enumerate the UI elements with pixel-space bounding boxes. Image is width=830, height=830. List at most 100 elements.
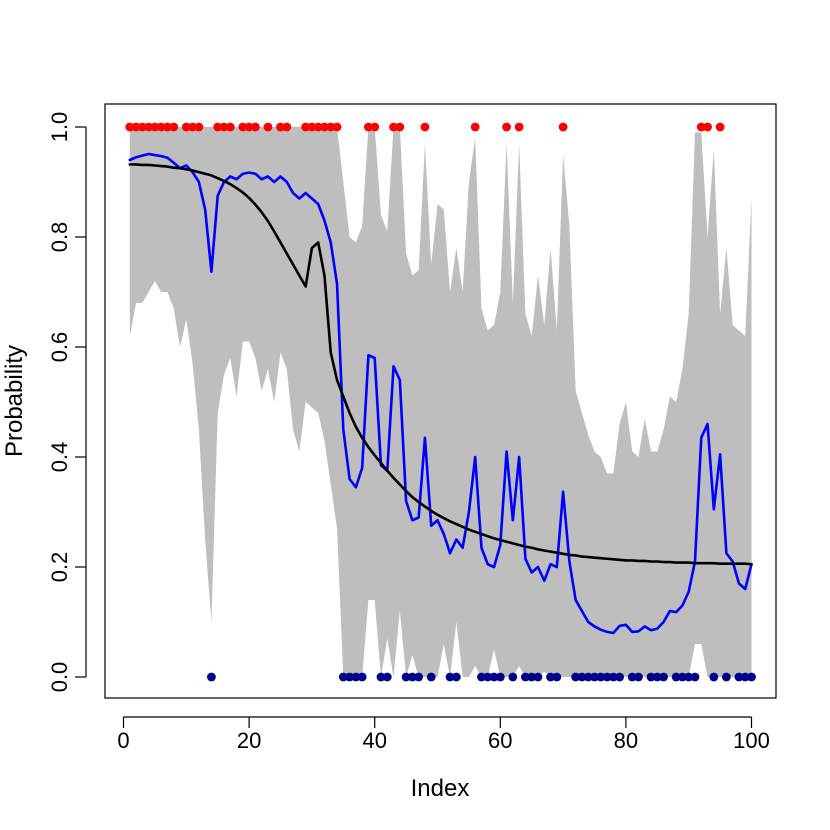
navy-point <box>747 672 756 682</box>
red-point <box>470 122 480 132</box>
navy-point <box>671 672 681 682</box>
red-point <box>150 122 160 132</box>
navy-point <box>351 672 361 682</box>
navy-point <box>583 672 593 682</box>
red-point <box>263 122 273 132</box>
navy-point <box>533 672 543 682</box>
y-tick-label: 0.6 <box>47 332 72 363</box>
navy-point <box>376 672 386 682</box>
red-point <box>307 122 317 132</box>
navy-point <box>590 672 599 682</box>
red-point <box>703 122 712 132</box>
red-point <box>169 122 179 132</box>
red-point <box>395 122 405 132</box>
red-point <box>250 122 260 132</box>
y-axis: 0.0 0.2 0.4 0.6 0.8 1.0 <box>47 112 87 693</box>
x-tick-label: 80 <box>614 728 638 753</box>
red-point <box>131 122 141 132</box>
navy-point <box>445 672 455 682</box>
band-area <box>129 127 752 677</box>
navy-point <box>357 672 367 682</box>
red-point <box>420 122 430 132</box>
navy-point <box>495 672 505 682</box>
navy-point <box>602 672 612 682</box>
navy-point <box>734 672 744 682</box>
navy-point <box>483 672 493 682</box>
navy-point <box>477 672 486 682</box>
red-point <box>156 122 166 132</box>
navy-point <box>521 672 530 682</box>
navy-point <box>634 672 643 682</box>
red-point <box>244 122 254 132</box>
red-point <box>326 122 336 132</box>
red-point <box>125 122 135 132</box>
navy-point <box>527 672 537 682</box>
x-tick-label: 0 <box>117 728 129 753</box>
red-point <box>181 122 191 132</box>
navy-point <box>382 672 392 682</box>
red-point <box>715 122 725 132</box>
plot-frame <box>104 103 777 699</box>
navy-point <box>345 672 354 682</box>
red-point <box>137 122 147 132</box>
navy-point <box>646 672 656 682</box>
navy-point <box>721 672 731 682</box>
x-tick-label: 40 <box>362 728 386 753</box>
x-tick-label: 60 <box>488 728 512 753</box>
red-point <box>301 122 311 132</box>
navy-point <box>401 672 411 682</box>
navy-point <box>596 672 606 682</box>
navy-point <box>426 672 436 682</box>
fitted-curve-line <box>128 163 753 566</box>
navy-point <box>678 672 687 682</box>
navy-point <box>451 672 461 682</box>
confidence-band <box>129 127 752 677</box>
blue-series-line <box>128 152 753 635</box>
navy-point <box>615 672 625 682</box>
navy-point <box>740 672 750 682</box>
y-tick-label: 0.8 <box>47 222 72 253</box>
red-point <box>389 122 398 132</box>
y-tick-label: 0.4 <box>47 442 72 473</box>
red-point <box>238 122 248 132</box>
navy-point <box>577 672 587 682</box>
red-point <box>282 122 292 132</box>
y-tick-label: 0.0 <box>47 662 72 693</box>
red-point <box>219 122 229 132</box>
navy-point <box>709 672 719 682</box>
navy-point <box>571 672 581 682</box>
red-point <box>558 122 568 132</box>
y-tick-label: 0.2 <box>47 552 72 583</box>
red-point <box>144 122 154 132</box>
x-axis: 0 20 40 60 80 100 <box>117 716 770 753</box>
red-point <box>276 122 285 132</box>
navy-point <box>659 672 668 682</box>
y-axis-label: Probability <box>1 345 28 457</box>
observation-points <box>125 122 756 682</box>
red-point <box>225 122 235 132</box>
red-point <box>364 122 373 132</box>
y-tick-label: 1.0 <box>47 112 72 143</box>
red-point <box>502 122 511 132</box>
red-point <box>188 122 197 132</box>
red-point <box>696 122 706 132</box>
navy-point <box>489 672 499 682</box>
navy-point <box>652 672 662 682</box>
navy-point <box>552 672 562 682</box>
navy-point <box>414 672 424 682</box>
series-lines <box>128 152 753 635</box>
red-point <box>332 122 342 132</box>
x-tick-label: 100 <box>733 728 770 753</box>
navy-point <box>207 672 216 682</box>
x-tick-label: 20 <box>237 728 261 753</box>
navy-point <box>608 672 618 682</box>
red-point <box>194 122 204 132</box>
red-point <box>313 122 323 132</box>
x-axis-label: Index <box>411 775 470 802</box>
navy-point <box>508 672 518 682</box>
navy-point <box>546 672 555 682</box>
navy-point <box>627 672 637 682</box>
navy-point <box>407 672 417 682</box>
navy-point <box>338 672 348 682</box>
